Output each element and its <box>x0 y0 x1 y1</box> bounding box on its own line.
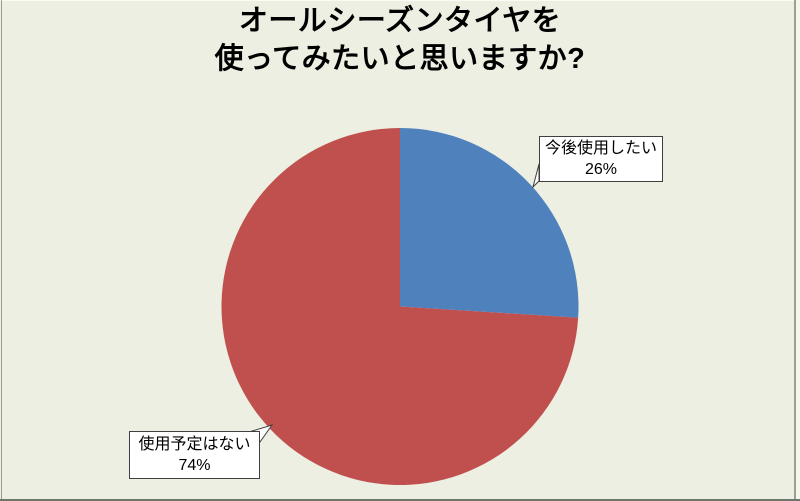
window-edge-right <box>794 0 796 501</box>
pie-slices <box>221 128 579 486</box>
data-label-callout-red: 使用予定はない 74% <box>129 431 260 479</box>
data-label-percent: 74% <box>178 457 211 474</box>
data-label-text: 今後使用したい <box>544 140 657 157</box>
window-edge-top <box>0 0 800 1</box>
window-edge-right-strip <box>796 0 800 501</box>
chart-title: オールシーズンタイヤを 使ってみたいと思いますか? <box>0 2 800 78</box>
chart-title-line-2: 使ってみたいと思いますか? <box>214 43 586 75</box>
data-label-text: 使用予定はない <box>138 436 251 453</box>
window-edge-bottom <box>0 499 800 501</box>
pie-slice-1 <box>221 128 579 486</box>
window-edge-left <box>1 0 2 501</box>
pie-slice-0 <box>400 128 579 318</box>
data-label-callout-blue: 今後使用したい 26% <box>539 136 663 182</box>
chart-title-line-1: オールシーズンタイヤを <box>238 5 562 37</box>
data-label-percent: 26% <box>584 161 618 178</box>
